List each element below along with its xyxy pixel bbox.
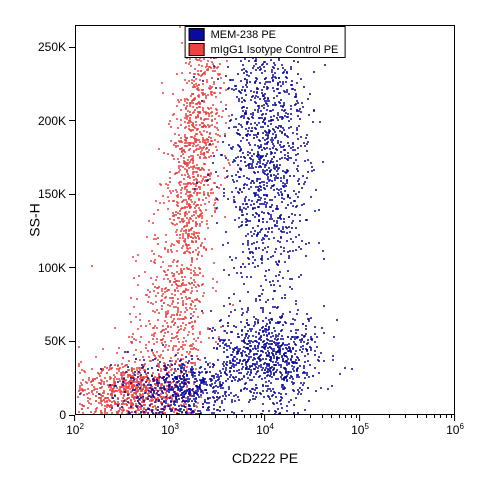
x-minor-tick — [236, 415, 237, 418]
legend-item: MEM-238 PE — [186, 27, 345, 42]
x-minor-tick — [132, 415, 133, 418]
x-minor-tick — [155, 415, 156, 418]
x-minor-tick — [451, 415, 452, 418]
x-minor-tick — [141, 415, 142, 418]
legend-label: mIgG1 Isotype Control PE — [211, 44, 339, 56]
x-minor-tick — [310, 415, 311, 418]
x-tick: 105 — [351, 415, 369, 437]
x-minor-tick — [227, 415, 228, 418]
y-tick: 100K — [38, 261, 75, 275]
x-minor-tick — [261, 415, 262, 418]
x-minor-tick — [351, 415, 352, 418]
x-minor-tick — [256, 415, 257, 418]
x-minor-tick — [440, 415, 441, 418]
y-tick: 150K — [38, 187, 75, 201]
x-tick: 104 — [256, 415, 274, 437]
x-minor-tick — [356, 415, 357, 418]
legend: MEM-238 PE mIgG1 Isotype Control PE — [185, 26, 346, 58]
x-minor-tick — [215, 415, 216, 418]
x-minor-tick — [389, 415, 390, 418]
plot-area: MEM-238 PE mIgG1 Isotype Control PE — [75, 25, 455, 415]
y-tick: 250K — [38, 40, 75, 54]
x-minor-tick — [294, 415, 295, 418]
x-minor-tick — [434, 415, 435, 418]
x-minor-tick — [250, 415, 251, 418]
x-minor-tick — [120, 415, 121, 418]
legend-swatch-icon — [189, 43, 205, 56]
x-minor-tick — [405, 415, 406, 418]
y-tick: 50K — [45, 334, 75, 348]
y-tick-label: 200K — [38, 114, 69, 128]
x-tick-label: 103 — [161, 421, 179, 437]
x-minor-tick — [345, 415, 346, 418]
x-minor-tick — [446, 415, 447, 418]
x-minor-tick — [149, 415, 150, 418]
x-tick: 106 — [446, 415, 464, 437]
y-axis-label: SS-H — [27, 203, 43, 236]
x-tick-label: 106 — [446, 421, 464, 437]
x-minor-tick — [199, 415, 200, 418]
x-axis-label: CD222 PE — [232, 450, 298, 466]
y-tick-label: 250K — [38, 40, 69, 54]
x-tick-label: 104 — [256, 421, 274, 437]
y-tick-label: 150K — [38, 187, 69, 201]
y-tick-label: 100K — [38, 261, 69, 275]
x-tick: 102 — [66, 415, 84, 437]
y-tick: 200K — [38, 114, 75, 128]
x-minor-tick — [244, 415, 245, 418]
x-minor-tick — [417, 415, 418, 418]
x-tick: 103 — [161, 415, 179, 437]
legend-swatch-icon — [189, 28, 205, 41]
x-minor-tick — [339, 415, 340, 418]
x-tick-label: 105 — [351, 421, 369, 437]
x-tick-label: 102 — [66, 421, 84, 437]
legend-label: MEM-238 PE — [211, 29, 276, 41]
x-minor-tick — [166, 415, 167, 418]
legend-item: mIgG1 Isotype Control PE — [186, 42, 345, 57]
plot-wrapper: MEM-238 PE mIgG1 Isotype Control PE 050K… — [75, 25, 455, 415]
x-minor-tick — [322, 415, 323, 418]
x-minor-tick — [331, 415, 332, 418]
x-minor-tick — [104, 415, 105, 418]
x-minor-tick — [426, 415, 427, 418]
x-minor-tick — [161, 415, 162, 418]
y-tick-label: 50K — [45, 334, 69, 348]
